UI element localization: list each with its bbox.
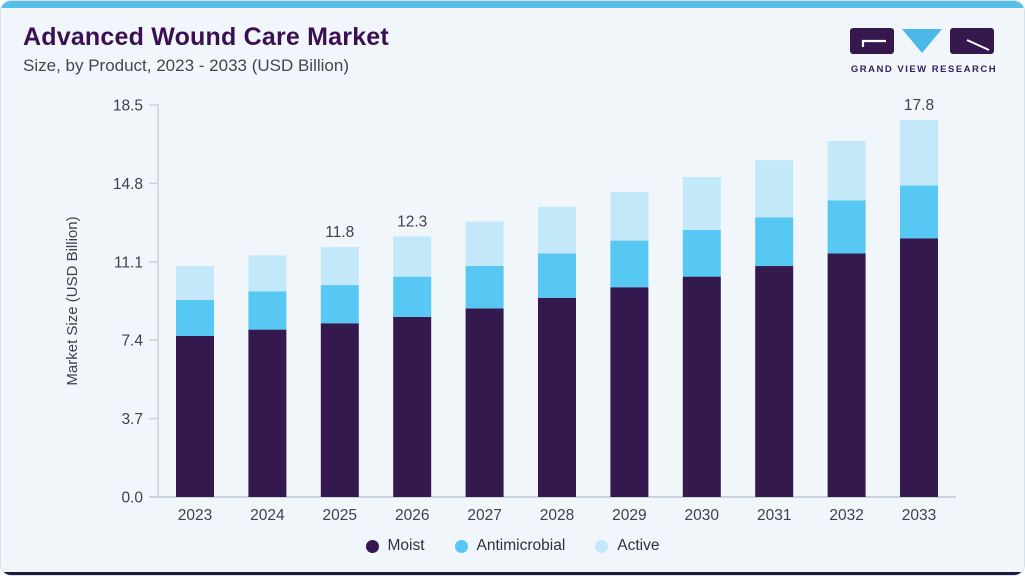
legend-item-antimicrobial: Antimicrobial xyxy=(454,537,566,555)
bar-segment-2025-moist xyxy=(320,323,359,497)
legend-label-moist: Moist xyxy=(387,537,425,554)
legend-item-moist: Moist xyxy=(365,537,425,555)
bar-segment-2032-antimicrobial xyxy=(827,200,866,254)
bar-segment-2028-moist xyxy=(538,297,576,497)
bar-segment-2027-moist xyxy=(465,308,504,497)
bar-segment-2025-active xyxy=(320,246,359,286)
y-tick-label: 7.4 xyxy=(121,333,143,350)
bar-segment-2028-active xyxy=(538,206,576,254)
x-tick-label-2023: 2023 xyxy=(178,507,212,524)
gvr-logo-g-glyph xyxy=(861,39,886,47)
bar-segment-2029-antimicrobial xyxy=(610,240,649,288)
y-axis-title: Market Size (USD Billion) xyxy=(64,216,81,385)
legend-dot-moist xyxy=(365,539,379,553)
bar-segment-2032-active xyxy=(827,141,866,201)
bar-segment-2027-active xyxy=(465,221,504,267)
bar-segment-2029-active xyxy=(610,191,649,241)
bar-segment-2023-active xyxy=(176,266,214,300)
bar-segment-2024-moist xyxy=(248,329,287,497)
x-tick-label-2024: 2024 xyxy=(250,507,285,524)
bar-segment-2033-antimicrobial xyxy=(900,185,938,239)
bar-segment-2026-antimicrobial xyxy=(393,276,432,317)
y-tick-label: 0.0 xyxy=(121,490,143,507)
x-tick-label-2027: 2027 xyxy=(467,507,501,524)
bar-segment-2030-moist xyxy=(682,276,721,497)
bar-segment-2030-active xyxy=(682,177,721,231)
bar-segment-2033-active xyxy=(900,119,938,186)
bar-segment-2033-moist xyxy=(900,238,938,498)
y-tick-label: 11.1 xyxy=(114,254,143,271)
legend-label-antimicrobial: Antimicrobial xyxy=(476,537,566,554)
bar-segment-2023-moist xyxy=(176,335,214,497)
bar-segment-2029-moist xyxy=(610,287,649,497)
value-label-2033: 17.8 xyxy=(904,97,934,114)
value-label-2026: 12.3 xyxy=(397,213,427,230)
legend-dot-active xyxy=(595,539,609,553)
x-tick-label-2028: 2028 xyxy=(540,507,574,524)
bar-segment-2028-antimicrobial xyxy=(538,253,576,298)
bar-segment-2031-active xyxy=(755,160,794,218)
x-tick-label-2030: 2030 xyxy=(685,507,720,524)
chart-header: Advanced Wound Care Market Size, by Prod… xyxy=(23,23,389,76)
bar-segment-2031-antimicrobial xyxy=(755,217,794,267)
bar-segment-2031-moist xyxy=(755,266,794,497)
y-tick-label: 3.7 xyxy=(121,411,143,428)
bar-segment-2032-moist xyxy=(827,253,866,497)
bar-segment-2030-antimicrobial xyxy=(682,230,721,277)
gvr-logo-r-glyph xyxy=(966,39,990,51)
bar-segment-2025-antimicrobial xyxy=(320,285,359,324)
page-title: Advanced Wound Care Market xyxy=(23,23,389,51)
legend-item-active: Active xyxy=(595,537,660,555)
x-tick-label-2033: 2033 xyxy=(902,507,936,524)
legend-dot-antimicrobial xyxy=(454,539,468,553)
x-tick-label-2031: 2031 xyxy=(757,507,791,524)
x-tick-label-2029: 2029 xyxy=(612,507,646,524)
bar-segment-2027-antimicrobial xyxy=(465,266,504,309)
page-subtitle: Size, by Product, 2023 - 2033 (USD Billi… xyxy=(23,56,349,75)
gvr-logo-text: GRAND VIEW RESEARCH xyxy=(850,64,998,75)
value-label-2025: 11.8 xyxy=(325,224,354,241)
bar-segment-2024-antimicrobial xyxy=(248,291,287,330)
bottom-accent-bar xyxy=(1,572,1024,575)
bar-segment-2024-active xyxy=(248,255,287,292)
x-tick-label-2026: 2026 xyxy=(395,507,429,524)
gvr-logo-mark xyxy=(850,28,994,54)
gvr-logo: GRAND VIEW RESEARCH xyxy=(850,27,998,75)
y-tick-label: 18.5 xyxy=(113,98,143,115)
top-accent-bar xyxy=(1,1,1024,8)
x-tick-label-2025: 2025 xyxy=(323,507,357,524)
gvr-logo-triangle xyxy=(902,29,942,53)
bar-segment-2026-moist xyxy=(393,316,432,497)
legend-label-active: Active xyxy=(617,537,660,554)
bar-segment-2026-active xyxy=(393,236,432,277)
bar-segment-2023-antimicrobial xyxy=(176,299,214,336)
chart-legend: Moist Antimicrobial Active xyxy=(1,537,1024,555)
y-tick-label: 14.8 xyxy=(113,176,143,193)
x-tick-label-2032: 2032 xyxy=(829,507,863,524)
